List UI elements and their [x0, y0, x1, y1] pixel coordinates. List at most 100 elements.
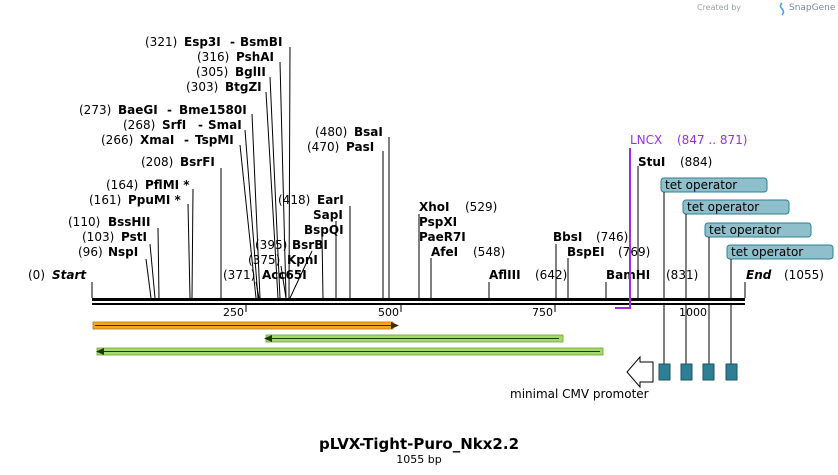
site-psti: (103) PstI — [82, 230, 147, 244]
feature-label: minimal CMV promoter — [510, 387, 649, 401]
site-position: (303) — [186, 80, 218, 94]
site-sapi: SapI — [313, 208, 343, 222]
site-paer7i: PaeR7I — [419, 230, 466, 244]
tet-operator-label: tet operator — [704, 222, 812, 298]
site-name: BaeGI — [118, 103, 158, 117]
site-position: (371) — [223, 268, 255, 282]
primer-name: LNCX — [630, 133, 662, 147]
site-bglii: (305) BglII — [196, 65, 266, 79]
site-position: (110) — [68, 215, 100, 229]
sequence-backbone — [92, 298, 745, 305]
site-pspxi: PspXI — [419, 215, 457, 229]
site-name: BglII — [235, 65, 266, 79]
site-baegi: (273) BaeGI - Bme1580I — [79, 103, 247, 117]
site-name: BssHII — [108, 215, 150, 229]
site-name: SrfI — [162, 118, 186, 132]
site-position: (831) — [666, 268, 698, 282]
site-position: (268) — [123, 118, 155, 132]
feature-orange-arrow — [92, 321, 399, 330]
tick-label: 500 — [378, 306, 399, 319]
site-name: PstI — [121, 230, 147, 244]
end-marker: End (1055) — [744, 268, 824, 298]
site-name: AflIII — [489, 268, 521, 282]
credit-brand: SnapGene — [789, 3, 836, 13]
site-name: BsrFI — [180, 155, 215, 169]
tick-label: 250 — [223, 306, 244, 319]
site-alt-name: SmaI — [208, 118, 242, 132]
site-name: Esp3I — [184, 35, 221, 49]
minimal-cmv-promoter: minimal CMV promoter — [510, 355, 654, 401]
credit-prefix: Created by — [697, 3, 741, 12]
site-position: (480) — [315, 125, 347, 139]
start-label: Start — [52, 268, 87, 282]
site-pshai: (316) PshAI — [197, 50, 274, 64]
site-position: (884) — [680, 155, 712, 169]
site-name: KpnI — [287, 253, 318, 267]
site-name: BsrBI — [292, 238, 328, 252]
site-separator: - — [184, 133, 189, 147]
tet-operator-text: tet operator — [665, 178, 737, 192]
tet-operator-labels: tet operator tet operator tet operator t… — [660, 177, 834, 298]
site-position: (96) — [78, 245, 103, 259]
map-title: pLVX-Tight-Puro_Nkx2.2 — [319, 435, 519, 453]
site-name: XhoI — [419, 200, 450, 214]
site-name: StuI — [638, 155, 665, 169]
tet-operator-label: tet operator — [682, 199, 790, 298]
snapgene-credit: Created by SnapGene — [697, 2, 836, 16]
site-bspqi: BspQI — [304, 223, 344, 237]
site-name: BspEI — [567, 245, 605, 259]
site-bsrfi: (208) BsrFI — [141, 155, 215, 169]
site-position: (305) — [196, 65, 228, 79]
site-position: (395) — [255, 238, 287, 252]
site-name: NspI — [108, 245, 138, 259]
site-kpni: (375) KpnI — [248, 253, 318, 267]
site-position: (529) — [465, 200, 497, 214]
site-acc65i: (371) Acc65I — [223, 268, 307, 282]
site-bamhi: BamHI (831) — [606, 268, 698, 282]
site-position: (418) — [278, 193, 310, 207]
tick-label: 750 — [532, 306, 553, 319]
lncx-primer: LNCX (847 .. 871) — [615, 133, 747, 309]
snapgene-logo-icon — [779, 2, 785, 16]
tet-operator-label: tet operator — [660, 177, 768, 298]
site-position: (208) — [141, 155, 173, 169]
site-bsai: (480) BsaI — [315, 125, 383, 139]
site-name: XmaI — [140, 133, 174, 147]
start-marker: (0) Start — [28, 268, 93, 298]
end-label: End — [746, 268, 772, 282]
feature-green-arrow-short — [264, 334, 564, 343]
site-name: BsaI — [354, 125, 383, 139]
site-separator: - — [198, 118, 203, 132]
site-stui: StuI (884) — [638, 155, 712, 169]
site-pasi: (470) PasI — [307, 140, 374, 154]
site-bsshii: (110) BssHII — [68, 215, 150, 229]
site-position: (769) — [618, 245, 650, 259]
site-alt-name: BsmBI — [240, 35, 282, 49]
site-btgzi: (303) BtgZI — [186, 80, 262, 94]
start-position: (0) — [28, 268, 45, 282]
site-position: (161) — [89, 193, 121, 207]
site-name: SapI — [313, 208, 343, 222]
ruler-ticks: 250 500 750 1000 — [223, 305, 710, 319]
site-name: BbsI — [553, 230, 582, 244]
site-position: (470) — [307, 140, 339, 154]
tet-operator-label: tet operator — [726, 244, 834, 298]
site-name: PaeR7I — [419, 230, 466, 244]
primer-range: (847 .. 871) — [677, 133, 747, 147]
map-length: 1055 bp — [396, 453, 441, 466]
site-nspi: (96) NspI — [78, 245, 138, 259]
tick-label: 1000 — [679, 306, 707, 319]
site-alt-name: TspMI — [195, 133, 234, 147]
site-name: PflMI * — [145, 178, 190, 192]
site-bsrbi: (395) BsrBI — [255, 238, 328, 252]
site-position: (375) — [248, 253, 280, 267]
site-name: PasI — [346, 140, 374, 154]
site-position: (273) — [79, 103, 111, 117]
site-name: BamHI — [606, 268, 650, 282]
site-position: (321) — [145, 35, 177, 49]
tet-operator-text: tet operator — [687, 200, 759, 214]
site-alt-name: Bme1580I — [179, 103, 247, 117]
site-name: EarI — [317, 193, 344, 207]
site-position: (642) — [535, 268, 567, 282]
site-bspei: BspEI (769) — [567, 245, 650, 259]
